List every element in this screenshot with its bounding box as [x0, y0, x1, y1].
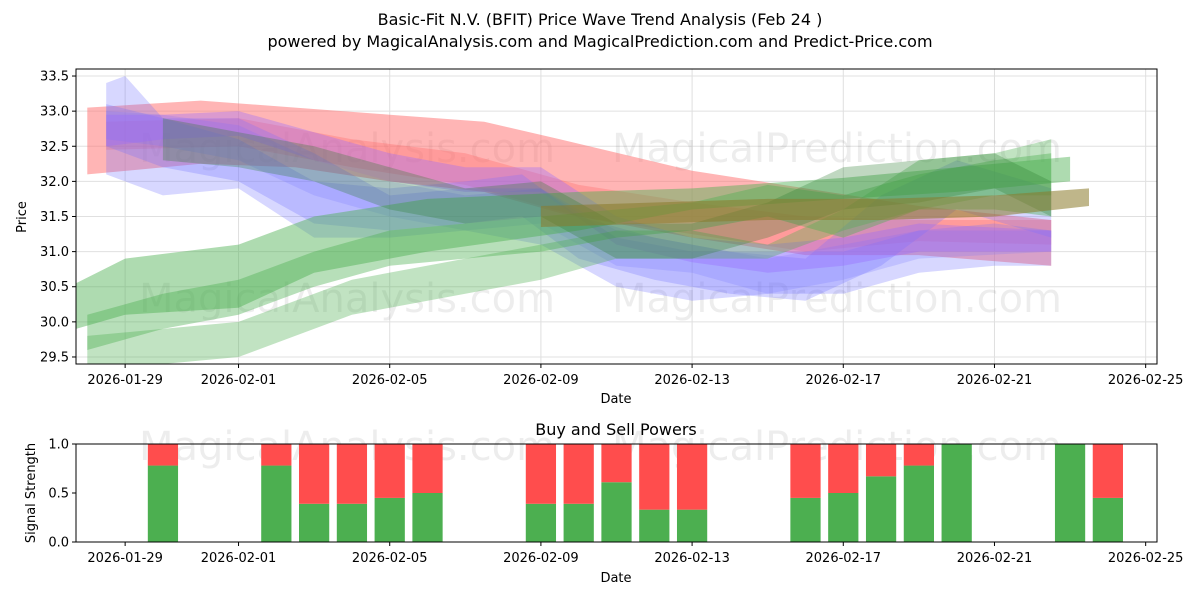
- buy-power-bar: [1054, 444, 1086, 542]
- sell-power-bar: [601, 444, 632, 483]
- price-x-tick-label: 2026-02-21: [957, 373, 1033, 388]
- sell-power-bar: [790, 444, 821, 498]
- signal-y-tick-label: 1.0: [48, 438, 69, 453]
- price-y-tick-label: 30.5: [40, 280, 69, 295]
- price-y-tick-label: 33.5: [40, 70, 69, 85]
- price-y-tick-label: 30.0: [40, 315, 69, 330]
- price-wave-band: [87, 139, 1052, 364]
- signal-bars: [147, 444, 1123, 542]
- signal-chart-title: Buy and Sell Powers: [535, 420, 697, 439]
- price-wave-bands: [76, 76, 1089, 364]
- signal-y-tick-label: 0.0: [48, 536, 69, 551]
- sell-power-bar: [525, 444, 557, 504]
- buy-power-bar: [903, 465, 934, 542]
- price-wave-band: [162, 118, 1052, 259]
- signal-x-axis: 2026-01-29 2026-02-01 2026-02-05 2026-02-09…: [87, 542, 1183, 566]
- signal-x-tick-label: 2026-02-05: [352, 551, 428, 566]
- price-y-tick-label: 29.5: [40, 350, 69, 365]
- signal-x-tick-label: 2026-02-01: [201, 551, 277, 566]
- signal-y-label: Signal Strength: [24, 443, 39, 543]
- signal-y-axis: 0.0 0.5 1.0: [48, 438, 76, 551]
- price-wave-band: [106, 111, 1052, 273]
- price-x-tick-label: 2026-02-13: [654, 373, 730, 388]
- price-y-tick-label: 33.0: [40, 105, 69, 120]
- buy-power-bar: [790, 497, 821, 542]
- buy-power-bar: [261, 465, 292, 542]
- buy-power-bar: [941, 444, 972, 542]
- price-x-tick-label: 2026-02-01: [201, 373, 277, 388]
- buy-power-bar: [639, 509, 670, 542]
- buy-power-bar: [336, 503, 368, 542]
- watermark-text: MagicalAnalysis.com: [139, 276, 555, 322]
- signal-x-tick-label: 2026-02-25: [1108, 551, 1184, 566]
- signal-x-tick-label: 2026-02-09: [503, 551, 579, 566]
- price-wave-band: [106, 104, 1052, 301]
- signal-x-tick-label: 2026-02-17: [806, 551, 882, 566]
- sell-power-bar: [147, 444, 179, 466]
- price-x-label: Date: [600, 392, 631, 407]
- signal-x-label: Date: [600, 571, 631, 586]
- sell-power-bar: [374, 444, 405, 498]
- sell-power-bar: [865, 444, 897, 477]
- price-x-tick-label: 2026-02-09: [503, 373, 579, 388]
- buy-power-bar: [525, 503, 557, 542]
- chart-title: Basic-Fit N.V. (BFIT) Price Wave Trend A…: [378, 10, 823, 29]
- price-wave-band: [106, 76, 1052, 301]
- price-x-tick-label: 2026-01-29: [87, 373, 163, 388]
- watermark-text: MagicalPrediction.com: [612, 276, 1062, 322]
- buy-power-bar: [563, 503, 594, 542]
- sell-power-bar: [1092, 444, 1123, 498]
- buy-power-bar: [147, 465, 179, 542]
- price-y-tick-label: 32.5: [40, 140, 69, 155]
- sell-power-bar: [828, 444, 859, 493]
- signal-y-tick-label: 0.5: [48, 487, 69, 502]
- sell-power-bar: [412, 444, 443, 493]
- watermark-text: MagicalPrediction.com: [612, 126, 1062, 172]
- sell-power-bar: [336, 444, 368, 504]
- price-wave-band: [540, 188, 1089, 227]
- buy-power-bar: [865, 476, 897, 542]
- price-y-tick-label: 31.0: [40, 245, 69, 260]
- price-x-tick-label: 2026-02-17: [806, 373, 882, 388]
- price-y-label: Price: [15, 201, 30, 233]
- price-x-tick-label: 2026-02-05: [352, 373, 428, 388]
- price-y-tick-label: 31.5: [40, 210, 69, 225]
- sell-power-bar: [261, 444, 292, 466]
- price-y-tick-label: 32.0: [40, 175, 69, 190]
- buy-power-bar: [374, 497, 405, 542]
- buy-power-bar: [601, 482, 632, 542]
- sell-power-bar: [639, 444, 670, 510]
- signal-x-tick-label: 2026-02-21: [957, 551, 1033, 566]
- price-y-axis: 29.5 30.0 30.5 31.0 31.5 32.0 32.5 33.0 33.5: [40, 70, 76, 365]
- buy-power-bar: [676, 509, 708, 542]
- price-wave-band: [106, 111, 1052, 294]
- buy-power-bar: [828, 493, 859, 542]
- chart-subtitle: powered by MagicalAnalysis.com and Magic…: [267, 32, 932, 51]
- sell-power-bar: [903, 444, 934, 466]
- signal-x-tick-label: 2026-02-13: [654, 551, 730, 566]
- buy-power-bar: [412, 493, 443, 542]
- sell-power-bar: [563, 444, 594, 504]
- buy-power-bar: [299, 503, 330, 542]
- price-x-axis: 2026-01-29 2026-02-01 2026-02-05 2026-02-09…: [87, 364, 1183, 388]
- sell-power-bar: [299, 444, 330, 504]
- buy-power-bar: [1092, 497, 1123, 542]
- price-x-tick-label: 2026-02-25: [1108, 373, 1184, 388]
- signal-x-tick-label: 2026-01-29: [87, 551, 163, 566]
- price-wave-band: [87, 100, 1052, 266]
- sell-power-bar: [676, 444, 708, 510]
